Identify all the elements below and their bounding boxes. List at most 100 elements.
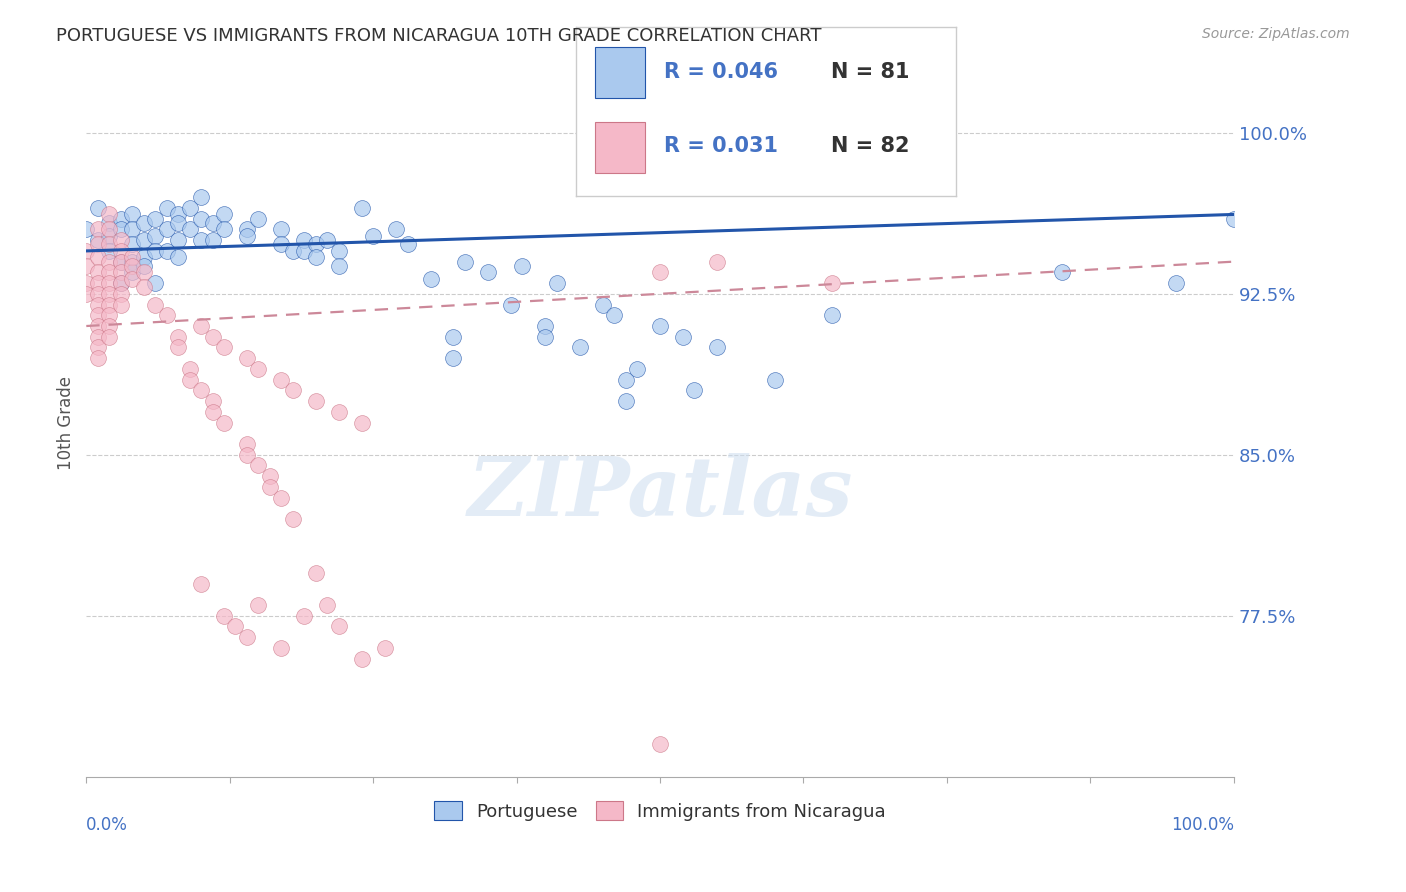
Point	[292, 233, 315, 247]
Point	[236, 351, 259, 366]
Point	[212, 608, 235, 623]
Point	[156, 244, 179, 258]
Point	[305, 566, 328, 580]
Point	[201, 216, 224, 230]
Point	[98, 254, 121, 268]
Point	[305, 251, 328, 265]
Point	[212, 222, 235, 236]
Point	[292, 244, 315, 258]
Point	[98, 276, 121, 290]
Point	[110, 297, 132, 311]
Point	[247, 362, 270, 376]
Point	[247, 598, 270, 612]
Y-axis label: 10th Grade: 10th Grade	[58, 376, 75, 469]
Text: ZIPatlas: ZIPatlas	[467, 453, 853, 533]
Point	[396, 237, 419, 252]
Point	[156, 308, 179, 322]
Point	[316, 233, 339, 247]
Point	[592, 297, 614, 311]
Point	[821, 276, 844, 290]
Point	[143, 211, 166, 226]
Point	[534, 318, 557, 333]
Point	[98, 286, 121, 301]
Point	[270, 373, 292, 387]
Point	[87, 318, 110, 333]
Point	[87, 201, 110, 215]
Point	[110, 233, 132, 247]
Point	[350, 416, 373, 430]
Point	[247, 458, 270, 473]
Point	[190, 233, 212, 247]
Point	[512, 259, 534, 273]
Point	[75, 222, 97, 236]
Point	[87, 351, 110, 366]
Text: 0.0%: 0.0%	[86, 815, 128, 833]
Point	[350, 651, 373, 665]
Point	[259, 469, 281, 483]
Point	[328, 244, 350, 258]
Point	[270, 640, 292, 655]
Point	[236, 228, 259, 243]
Point	[328, 619, 350, 633]
Point	[75, 244, 97, 258]
Text: N = 81: N = 81	[831, 62, 910, 82]
Point	[87, 330, 110, 344]
Point	[648, 738, 671, 752]
Point	[110, 286, 132, 301]
Point	[385, 222, 408, 236]
Point	[75, 259, 97, 273]
Point	[236, 437, 259, 451]
Point	[236, 630, 259, 644]
Point	[132, 216, 155, 230]
Point	[190, 318, 212, 333]
Point	[361, 228, 384, 243]
Point	[201, 233, 224, 247]
Point	[706, 254, 728, 268]
Point	[98, 308, 121, 322]
Point	[190, 576, 212, 591]
Point	[190, 190, 212, 204]
Point	[121, 251, 143, 265]
Point	[201, 405, 224, 419]
Point	[110, 244, 132, 258]
Point	[98, 265, 121, 279]
Point	[87, 297, 110, 311]
Text: Source: ZipAtlas.com: Source: ZipAtlas.com	[1202, 27, 1350, 41]
Point	[270, 222, 292, 236]
Point	[224, 619, 246, 633]
Point	[212, 416, 235, 430]
Point	[75, 286, 97, 301]
Point	[821, 308, 844, 322]
Point	[87, 308, 110, 322]
Point	[87, 276, 110, 290]
Point	[179, 362, 201, 376]
Point	[270, 237, 292, 252]
Point	[98, 330, 121, 344]
Point	[75, 276, 97, 290]
Point	[98, 318, 121, 333]
Point	[132, 280, 155, 294]
Point	[121, 272, 143, 286]
Point	[672, 330, 695, 344]
Point	[156, 201, 179, 215]
Point	[110, 276, 132, 290]
Point	[305, 237, 328, 252]
Point	[603, 308, 626, 322]
Point	[179, 373, 201, 387]
Point	[190, 211, 212, 226]
Point	[683, 384, 706, 398]
Point	[179, 201, 201, 215]
Point	[614, 394, 637, 409]
Point	[568, 341, 591, 355]
Text: N = 82: N = 82	[831, 136, 910, 156]
Point	[110, 222, 132, 236]
Point	[648, 318, 671, 333]
Point	[763, 373, 786, 387]
Point	[212, 341, 235, 355]
Point	[87, 265, 110, 279]
Point	[87, 233, 110, 247]
Point	[110, 265, 132, 279]
Point	[132, 251, 155, 265]
Point	[374, 640, 396, 655]
Point	[87, 286, 110, 301]
